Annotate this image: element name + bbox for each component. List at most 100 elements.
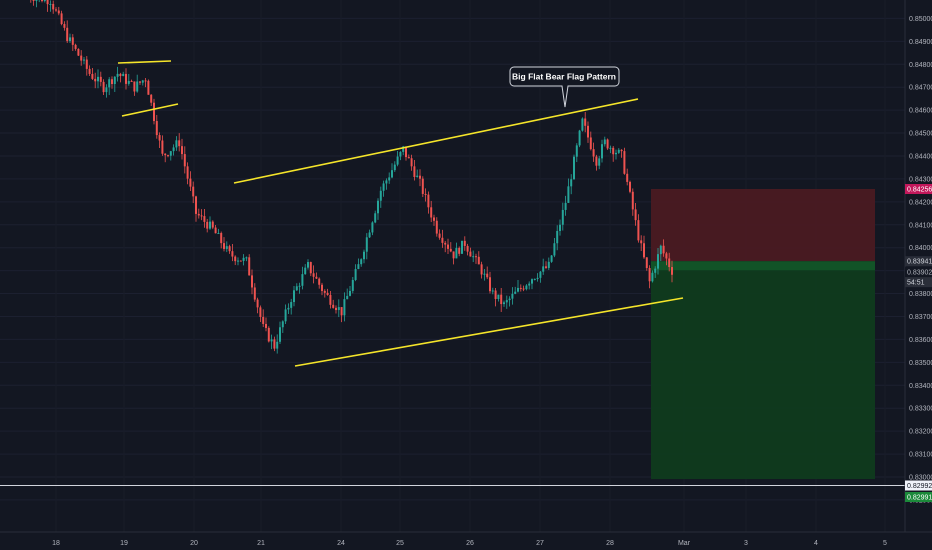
time-axis[interactable]: 18 19 20 21 24 25 26 27 28 Mar 3 4 5 (0, 531, 932, 550)
candle-body (371, 222, 374, 233)
countdown-badge-bg (905, 277, 932, 288)
candle-body (83, 59, 85, 61)
candle-body (346, 295, 349, 300)
price-tick-label: 0.84500 (909, 131, 932, 138)
candle-body (508, 298, 511, 301)
candle-body (578, 130, 581, 146)
candle-body (329, 294, 332, 305)
candle-body (178, 140, 181, 147)
candle-body (343, 299, 346, 316)
candle-body (183, 154, 186, 167)
candle-body (147, 80, 150, 95)
candle-body (91, 73, 94, 79)
price-tick-label: 0.83700 (909, 314, 932, 321)
price-tick-label: 0.84600 (909, 108, 932, 115)
candle-body (74, 44, 77, 49)
target-line-badge: 0.82992 (907, 483, 932, 490)
candle-body (567, 186, 570, 203)
candle-body (486, 273, 489, 278)
candle-body (262, 316, 265, 324)
entry-price-badge: 0.83941 (907, 259, 932, 266)
time-tick-label: 27 (536, 540, 544, 547)
candle-body (452, 251, 455, 259)
candle-body (419, 175, 421, 179)
candle-body (122, 73, 125, 77)
candle-body (197, 213, 200, 216)
candle-body (645, 257, 648, 269)
candle-body (172, 147, 175, 152)
price-tick-label: 0.84700 (909, 85, 932, 92)
candle-body (251, 275, 253, 288)
candle-body (617, 149, 620, 153)
candle-body (270, 339, 273, 342)
price-tick-label: 0.83800 (909, 291, 932, 298)
candle-body (662, 245, 665, 254)
candle-body (60, 13, 63, 25)
candle-body (181, 146, 183, 155)
stop-price-badge-bg (905, 183, 932, 194)
candle-body (536, 277, 539, 279)
candle-body (606, 139, 609, 149)
candle-body (175, 140, 178, 148)
stop-price-badge: 0.84256 (907, 186, 932, 193)
candle-body (447, 244, 449, 249)
candle-body (587, 125, 589, 138)
candle-body (438, 233, 441, 238)
candle-body (505, 300, 508, 303)
candle-body (500, 294, 503, 305)
candle-body (475, 256, 477, 258)
candle-body (620, 149, 623, 152)
candle-body (659, 245, 662, 255)
candle-body (584, 118, 587, 126)
candle-body (410, 158, 413, 167)
candle-body (528, 283, 531, 286)
time-tick-label: 4 (814, 540, 818, 547)
candle-body (326, 292, 329, 295)
candle-body (483, 273, 486, 275)
time-tick-label: 25 (396, 540, 404, 547)
risk-reward-zones (651, 188, 875, 480)
candle-body (253, 287, 256, 300)
candle-body (643, 243, 645, 258)
entry-price-badge-bg (905, 256, 932, 267)
candle-body (413, 166, 416, 178)
candle-body (211, 221, 214, 228)
candle-body (164, 153, 167, 156)
current-price-badge: 0.83902 (907, 270, 932, 277)
candle-body (217, 233, 220, 235)
target-line-badge-bg (905, 480, 932, 491)
candle-body (276, 341, 279, 349)
candle-body (570, 179, 573, 187)
candle-body (307, 262, 309, 268)
time-tick-label: 21 (257, 540, 265, 547)
candle-body (340, 307, 343, 316)
candle-body (284, 309, 287, 322)
price-tick-label: 0.83100 (909, 452, 932, 459)
candle-body (609, 147, 612, 149)
candle-body (102, 81, 105, 93)
candle-body (382, 183, 385, 191)
candle-body (301, 274, 304, 286)
entry-band (651, 261, 875, 271)
candle-body (494, 290, 497, 300)
candle-body (357, 264, 360, 270)
candle-body (461, 240, 463, 254)
candle-body (433, 217, 435, 221)
candle-body (144, 80, 147, 82)
candle-body (472, 256, 475, 258)
candle-body (248, 257, 251, 276)
candle-body (139, 81, 141, 83)
candle-body (648, 268, 651, 282)
time-tick-label: 19 (120, 540, 128, 547)
candle-body (287, 307, 290, 310)
candle-body (55, 9, 57, 11)
candle-body (309, 262, 312, 274)
candle-body (469, 251, 472, 257)
target-price-badge: 0.82991 (907, 495, 932, 502)
time-tick-label: Mar (678, 540, 691, 547)
candle-body (66, 27, 69, 42)
candle-body (256, 299, 259, 308)
candle-body (220, 233, 223, 244)
candle-body (273, 339, 276, 349)
